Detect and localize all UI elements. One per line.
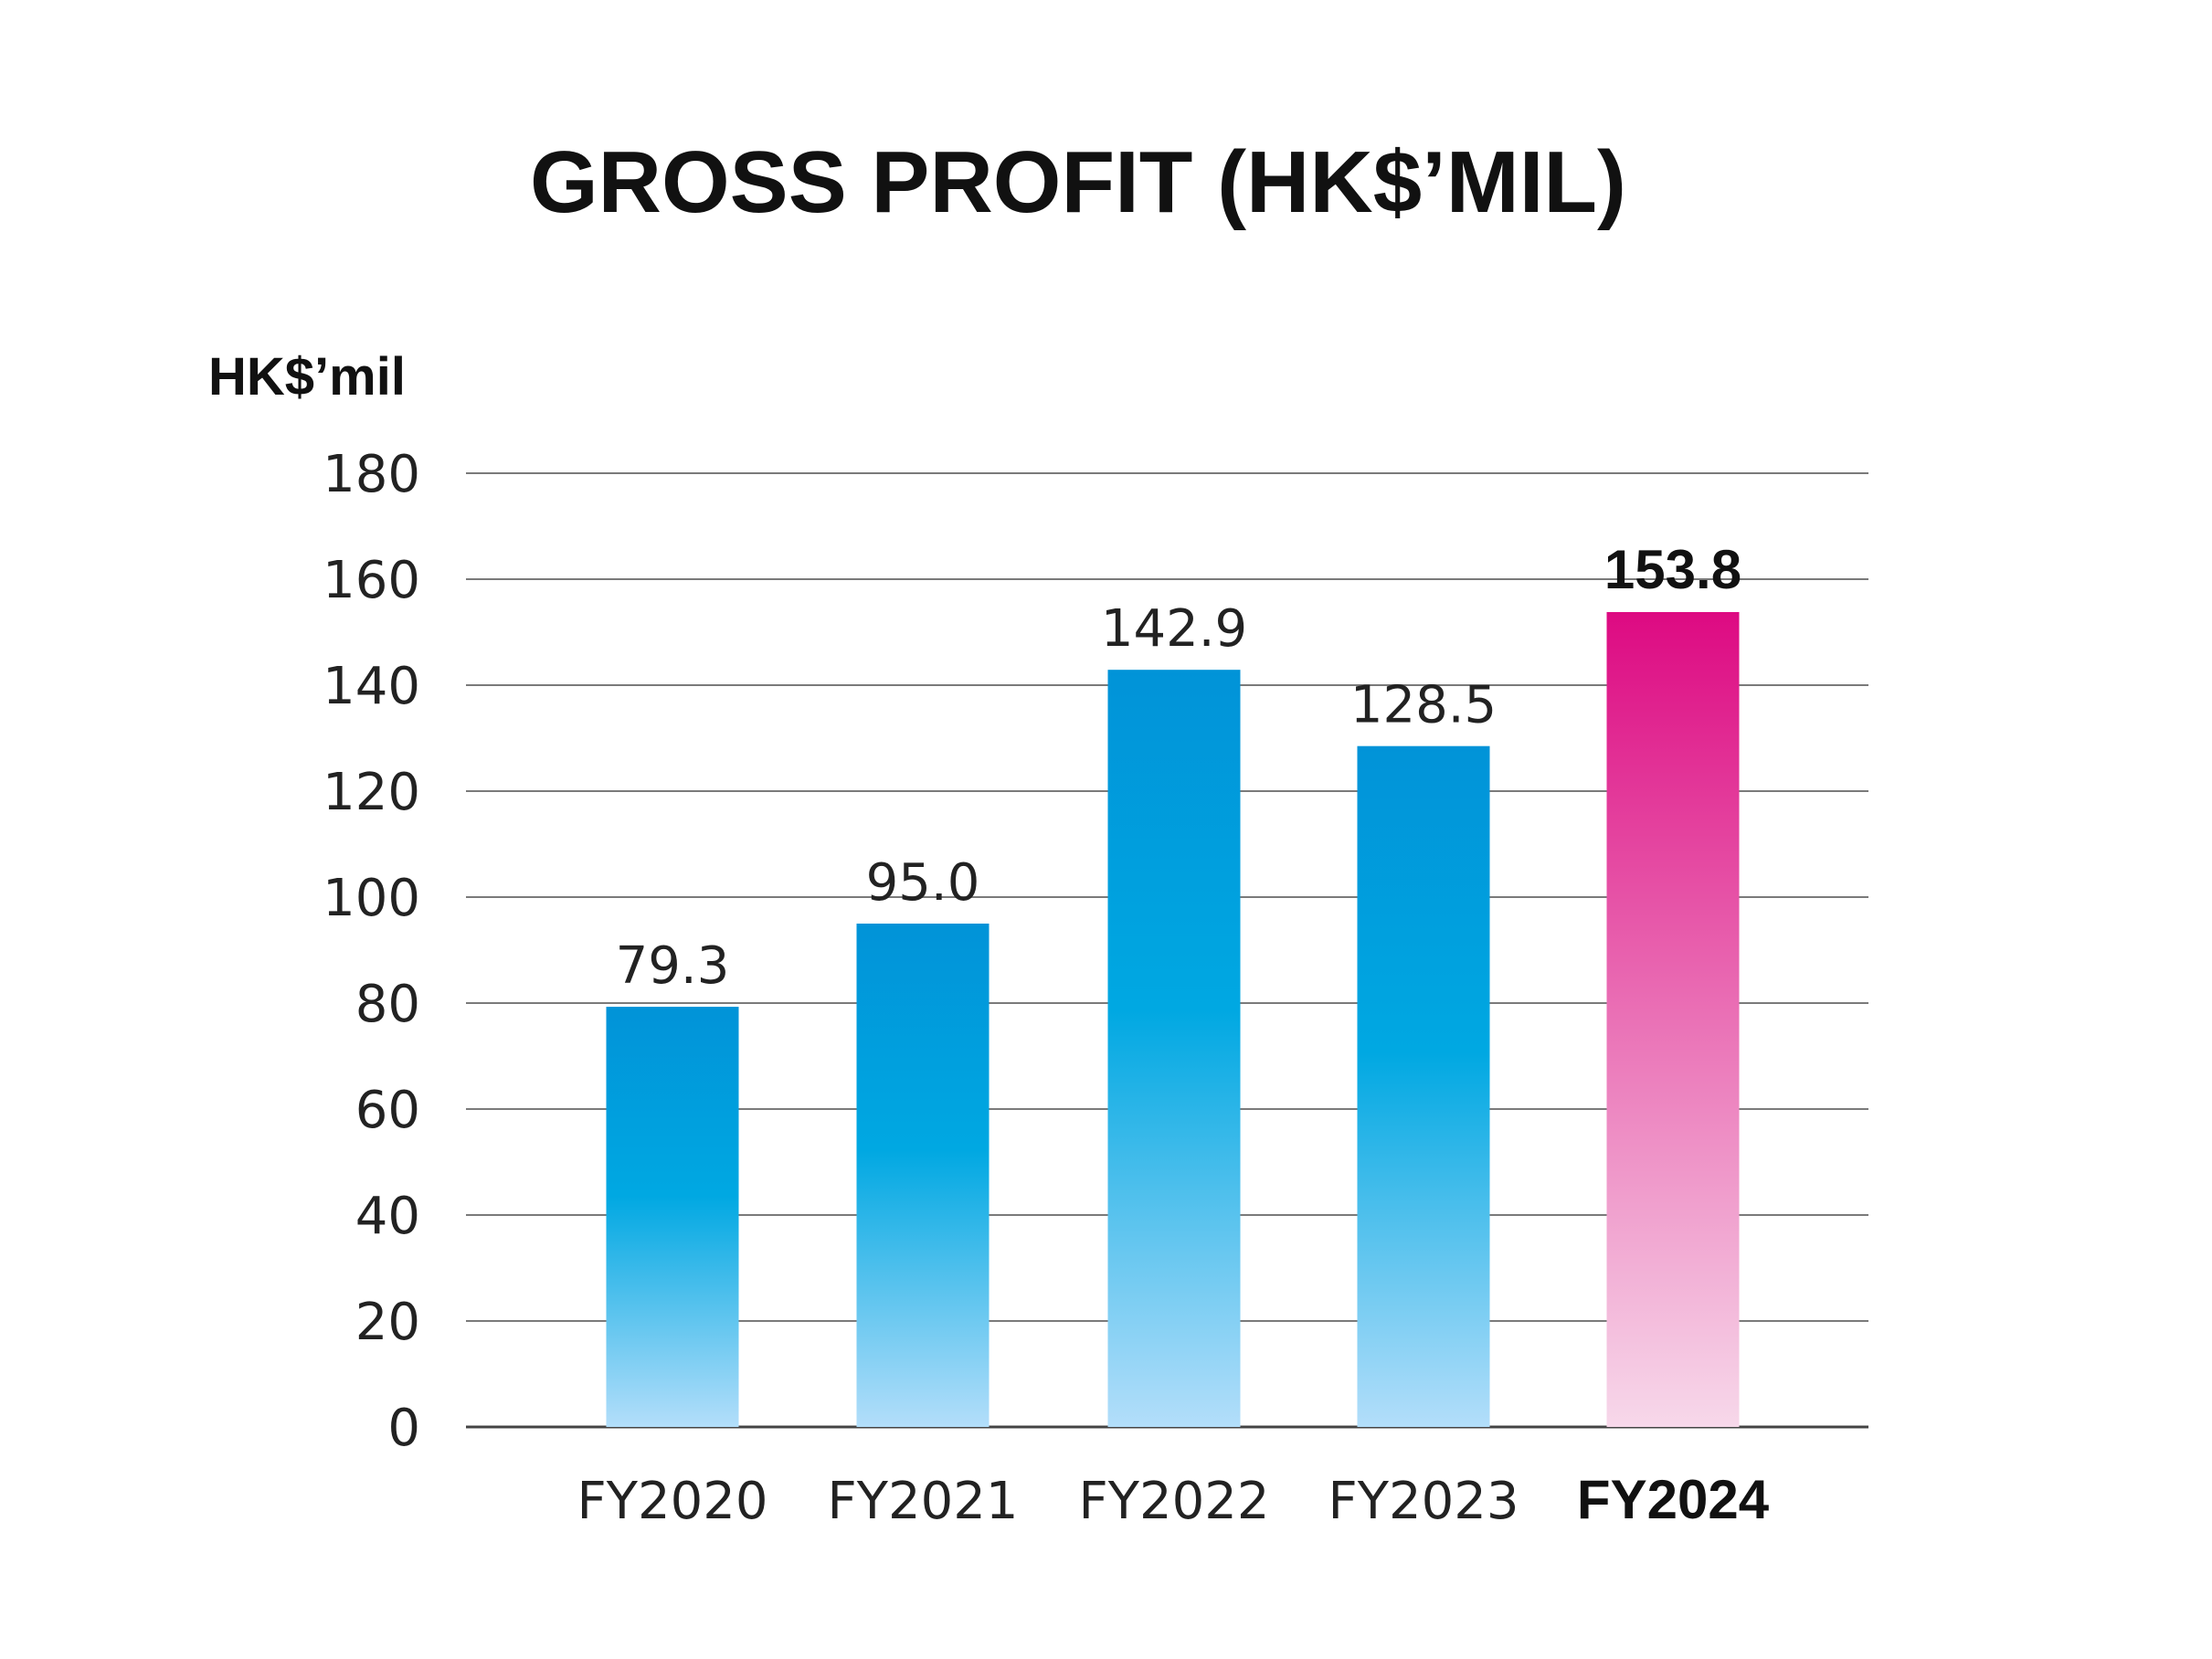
y-tick-label: 60 (355, 1081, 420, 1140)
bar-fy2022 (1107, 670, 1241, 1427)
y-tick-labels: 0 20 40 60 80 100 120 140 160 180 (323, 445, 420, 1458)
bar-fy2020 (606, 1007, 739, 1427)
y-tick-label: 0 (387, 1399, 420, 1458)
x-label-fy2023: FY2023 (1328, 1472, 1519, 1531)
value-label-fy2022: 142.9 (1101, 599, 1247, 659)
y-tick-label: 80 (355, 975, 420, 1034)
bar-fy2021 (856, 924, 990, 1427)
x-label-fy2020: FY2020 (577, 1472, 768, 1531)
bar-fy2024 (1606, 611, 1740, 1427)
chart-title: GROSS PROFIT (HK$’MIL) (530, 133, 1626, 231)
bars (606, 611, 1740, 1427)
y-tick-label: 180 (323, 445, 420, 504)
y-tick-label: 100 (323, 869, 420, 928)
y-tick-label: 120 (323, 763, 420, 822)
y-axis-unit-label: HK$’mil (208, 347, 406, 407)
x-label-fy2021: FY2021 (828, 1472, 1019, 1531)
bar-fy2023 (1357, 745, 1490, 1427)
value-label-fy2024: 153.8 (1604, 539, 1741, 600)
x-label-fy2022: FY2022 (1079, 1472, 1270, 1531)
x-label-fy2024: FY2024 (1577, 1469, 1770, 1530)
y-tick-label: 160 (323, 551, 420, 610)
value-label-fy2021: 95.0 (866, 853, 980, 913)
y-tick-label: 140 (323, 657, 420, 716)
y-tick-label: 20 (355, 1293, 420, 1352)
value-labels: 79.3 95.0 142.9 128.5 153.8 (616, 539, 1741, 996)
value-label-fy2020: 79.3 (616, 936, 730, 996)
x-category-labels: FY2020 FY2021 FY2022 FY2023 FY2024 (577, 1469, 1770, 1531)
y-tick-label: 40 (355, 1187, 420, 1246)
value-label-fy2023: 128.5 (1350, 676, 1497, 735)
